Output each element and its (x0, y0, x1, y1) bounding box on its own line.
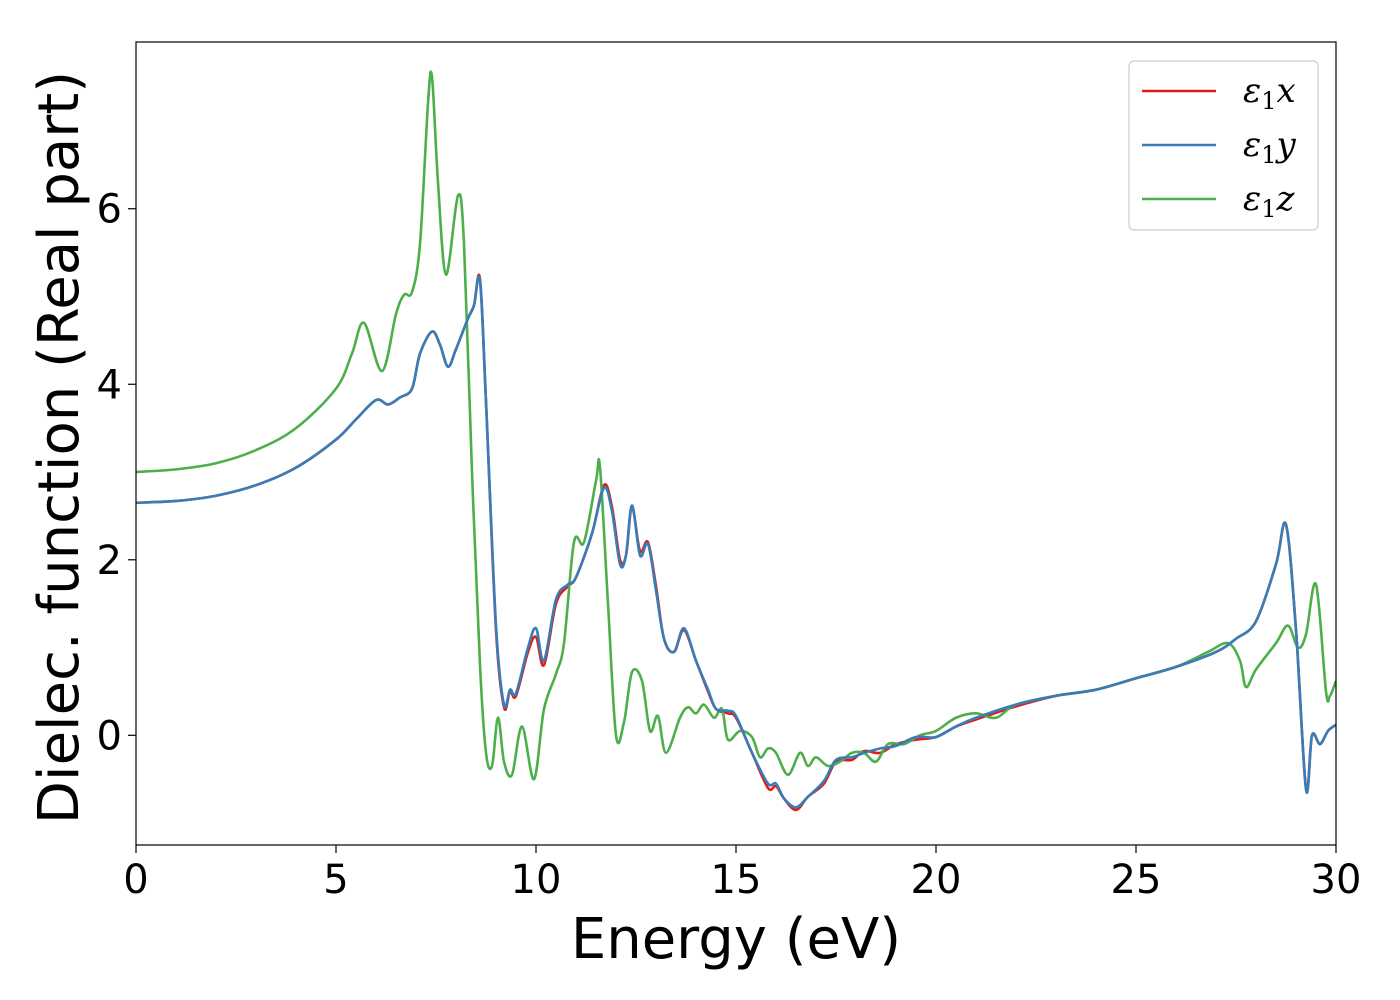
x-tick-label: 30 (1311, 857, 1362, 903)
x-tick-label: 15 (711, 857, 762, 903)
x-axis-title: Energy (eV) (571, 907, 901, 972)
legend-label-subscript: 1 (1261, 195, 1276, 223)
legend-label-component: z (1276, 179, 1296, 219)
legend-label: ε1z (1243, 179, 1296, 223)
legend-label-component: y (1275, 125, 1297, 165)
series-layer (136, 70, 1336, 812)
y-tick-label: 4 (97, 362, 122, 408)
legend-label-symbol: ε (1243, 179, 1261, 219)
x-tick-label: 20 (911, 857, 962, 903)
legend-item: ε1x (1142, 71, 1296, 115)
legend-frame (1128, 60, 1319, 231)
y-tick-label: 0 (97, 713, 122, 759)
y-axis-title: Dielec. function (Real part) (27, 71, 92, 824)
legend-label-symbol: ε (1243, 125, 1261, 165)
y-tick-label: 6 (97, 187, 122, 233)
legend-label-component: x (1277, 71, 1296, 111)
y-axis-ticks: 0 2 4 6 (97, 187, 136, 759)
x-tick-label: 25 (1111, 857, 1162, 903)
legend-label: ε1x (1243, 71, 1296, 115)
legend-item: ε1z (1142, 179, 1296, 223)
x-tick-label: 0 (123, 857, 148, 903)
legend-label-subscript: 1 (1261, 141, 1276, 169)
legend-label-subscript: 1 (1261, 87, 1276, 115)
series-line-2 (136, 275, 1336, 809)
x-tick-label: 5 (323, 857, 348, 903)
legend-label: ε1y (1243, 125, 1297, 169)
y-tick-label: 2 (97, 538, 122, 584)
x-tick-label: 10 (511, 857, 562, 903)
legend-item: ε1y (1142, 125, 1297, 169)
legend-label-symbol: ε (1243, 71, 1261, 111)
x-axis-ticks: 0 5 10 15 20 25 30 (123, 845, 1361, 903)
